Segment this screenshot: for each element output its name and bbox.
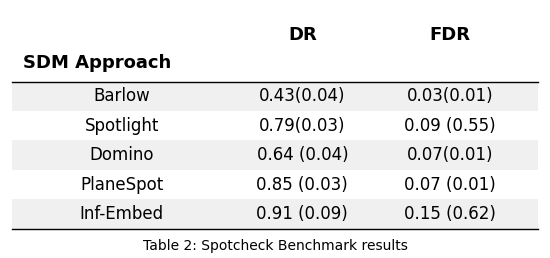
Text: Domino: Domino	[90, 146, 154, 164]
Text: 0.07(0.01): 0.07(0.01)	[407, 146, 493, 164]
Text: 0.79(0.03): 0.79(0.03)	[259, 117, 345, 135]
Text: Inf-Embed: Inf-Embed	[80, 205, 164, 223]
FancyBboxPatch shape	[12, 111, 538, 141]
Text: PlaneSpot: PlaneSpot	[80, 175, 163, 194]
FancyBboxPatch shape	[12, 170, 538, 199]
Text: 0.07 (0.01): 0.07 (0.01)	[404, 175, 496, 194]
FancyBboxPatch shape	[12, 82, 538, 111]
Text: 0.15 (0.62): 0.15 (0.62)	[404, 205, 496, 223]
Text: 0.85 (0.03): 0.85 (0.03)	[256, 175, 348, 194]
FancyBboxPatch shape	[12, 141, 538, 170]
Text: 0.09 (0.55): 0.09 (0.55)	[404, 117, 496, 135]
Text: 0.03(0.01): 0.03(0.01)	[407, 87, 493, 106]
Text: 0.64 (0.04): 0.64 (0.04)	[256, 146, 348, 164]
Text: FDR: FDR	[430, 26, 471, 44]
Text: 0.43(0.04): 0.43(0.04)	[259, 87, 345, 106]
Text: 0.91 (0.09): 0.91 (0.09)	[256, 205, 348, 223]
Text: Barlow: Barlow	[94, 87, 150, 106]
Text: Table 2: Spotcheck Benchmark results: Table 2: Spotcheck Benchmark results	[142, 239, 408, 253]
Text: Spotlight: Spotlight	[85, 117, 159, 135]
FancyBboxPatch shape	[12, 199, 538, 229]
Text: DR: DR	[288, 26, 317, 44]
Text: SDM Approach: SDM Approach	[23, 54, 172, 72]
